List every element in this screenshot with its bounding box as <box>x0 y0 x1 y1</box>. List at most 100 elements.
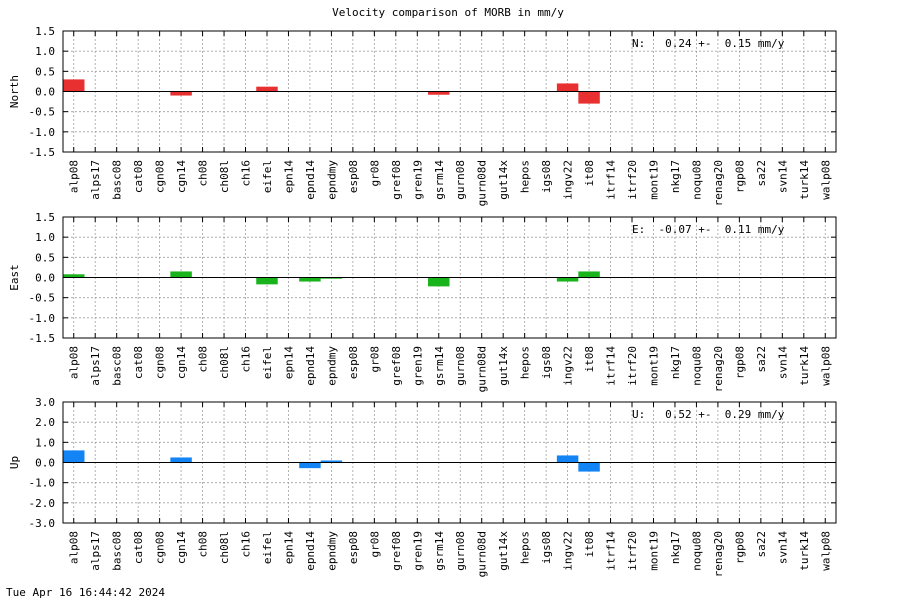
y-axis-label: North <box>8 75 21 108</box>
x-tick-label: turk14 <box>798 531 811 571</box>
x-tick-label: nkg17 <box>669 160 682 193</box>
x-tick-label: epn14 <box>282 160 295 193</box>
y-tick-label: -1.0 <box>29 312 56 325</box>
x-tick-label: mont19 <box>647 346 660 386</box>
x-tick-label: renag20 <box>712 160 725 206</box>
bar-alp08 <box>63 274 85 278</box>
x-tick-label: cat08 <box>132 346 145 379</box>
x-tick-label: gsrm14 <box>433 160 446 200</box>
x-tick-label: it08 <box>583 346 596 373</box>
stats-annotation: E: -0.07 +- 0.11 mm/y <box>632 223 785 236</box>
x-tick-label: cat08 <box>132 531 145 564</box>
x-tick-label: walp08 <box>819 160 832 200</box>
x-tick-label: cgn08 <box>154 346 167 379</box>
x-tick-label: itrf14 <box>605 160 618 200</box>
x-tick-label: epndmy <box>325 160 338 200</box>
x-tick-label: nkg17 <box>669 531 682 564</box>
x-tick-label: cgn14 <box>175 160 188 193</box>
bar-eifel <box>256 277 278 285</box>
x-tick-label: gr08 <box>368 531 381 558</box>
x-tick-label: alp08 <box>68 531 81 564</box>
x-tick-label: noqu08 <box>690 346 703 386</box>
x-tick-label: alps17 <box>89 346 102 386</box>
x-tick-label: ch08l <box>218 160 231 193</box>
bar-cgn14 <box>170 271 192 278</box>
x-tick-label: gurn08 <box>454 531 467 571</box>
x-tick-label: ch16 <box>240 160 253 187</box>
bar-ingv22 <box>556 455 579 463</box>
x-tick-label: itrf14 <box>605 346 618 386</box>
x-tick-label: gref08 <box>390 531 403 571</box>
y-tick-label: 0.0 <box>35 272 55 285</box>
x-tick-label: gsrm14 <box>433 531 446 571</box>
x-tick-label: basc08 <box>111 346 124 386</box>
x-tick-label: renag20 <box>712 346 725 392</box>
y-tick-label: 2.0 <box>35 416 55 429</box>
x-tick-label: epndmy <box>325 531 338 571</box>
x-tick-label: gren19 <box>411 160 424 200</box>
bar-eifel <box>256 86 278 92</box>
y-tick-label: -3.0 <box>29 517 56 530</box>
x-tick-label: gurn08d <box>476 346 489 392</box>
x-tick-label: hepos <box>519 346 532 379</box>
x-tick-label: rgp08 <box>733 531 746 564</box>
bar-it08 <box>578 271 600 278</box>
x-tick-label: esp08 <box>347 346 360 379</box>
x-tick-label: hepos <box>519 531 532 564</box>
bar-epnd14 <box>299 277 321 282</box>
x-tick-label: gr08 <box>368 160 381 187</box>
bar-gsrm14 <box>428 91 450 95</box>
x-tick-label: gurn08d <box>476 531 489 577</box>
x-tick-label: gut14x <box>497 531 510 571</box>
chart-title: Velocity comparison of MORB in mm/y <box>332 6 564 19</box>
x-tick-label: epn14 <box>282 531 295 564</box>
x-tick-label: gren19 <box>411 531 424 571</box>
x-tick-label: renag20 <box>712 531 725 577</box>
y-tick-label: 1.5 <box>35 25 55 38</box>
x-tick-label: mont19 <box>647 531 660 571</box>
x-tick-label: sa22 <box>755 346 768 373</box>
y-tick-label: 3.0 <box>35 396 55 409</box>
x-tick-label: alp08 <box>68 160 81 193</box>
y-tick-label: -1.5 <box>29 332 56 345</box>
x-tick-label: basc08 <box>111 160 124 200</box>
x-tick-label: rgp08 <box>733 346 746 379</box>
x-tick-label: ch16 <box>240 346 253 373</box>
x-tick-label: svn14 <box>776 346 789 379</box>
bar-epnd14 <box>299 462 321 469</box>
bar-it08 <box>578 462 600 472</box>
chart-panels: 1.5 1.0 0.5 0.0 -0.5 -1.0 -1.5 alp08 alps17 basc0… <box>8 25 837 577</box>
x-tick-label: turk14 <box>798 346 811 386</box>
y-tick-label: 0.0 <box>35 86 55 99</box>
x-tick-label: ch08 <box>197 531 210 558</box>
x-tick-label: mont19 <box>647 160 660 200</box>
y-tick-label: -0.5 <box>29 292 56 305</box>
y-tick-label: 0.5 <box>35 65 55 78</box>
x-tick-label: epndmy <box>325 346 338 386</box>
x-tick-label: alps17 <box>89 531 102 571</box>
x-tick-label: it08 <box>583 160 596 187</box>
x-tick-label: igs08 <box>540 531 553 564</box>
x-tick-label: gurn08 <box>454 160 467 200</box>
x-tick-label: turk14 <box>798 160 811 200</box>
x-tick-label: basc08 <box>111 531 124 571</box>
bar-cgn14 <box>170 457 192 463</box>
x-tick-label: itrf20 <box>626 160 639 200</box>
x-tick-label: ch08l <box>218 531 231 564</box>
x-tick-label: sa22 <box>755 531 768 558</box>
x-tick-label: rgp08 <box>733 160 746 193</box>
x-tick-label: noqu08 <box>690 160 703 200</box>
x-tick-label: ch08l <box>218 346 231 379</box>
x-tick-label: ingv22 <box>562 346 575 386</box>
x-tick-label: svn14 <box>776 531 789 564</box>
x-tick-label: cgn08 <box>154 531 167 564</box>
x-tick-label: epn14 <box>282 346 295 379</box>
x-tick-label: ch08 <box>197 346 210 373</box>
x-tick-label: epnd14 <box>304 531 317 571</box>
y-tick-label: -1.0 <box>29 126 56 139</box>
x-tick-label: eifel <box>261 160 274 193</box>
x-tick-label: alp08 <box>68 346 81 379</box>
grid-lines <box>63 402 836 523</box>
x-tick-label: eifel <box>261 531 274 564</box>
x-tick-label: gsrm14 <box>433 346 446 386</box>
